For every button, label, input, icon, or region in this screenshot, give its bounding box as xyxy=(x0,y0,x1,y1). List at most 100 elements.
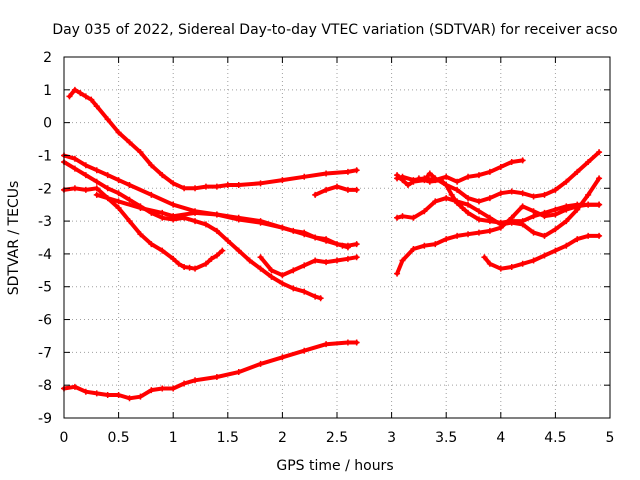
series-markers-sat-k xyxy=(394,175,603,239)
data-point xyxy=(541,232,548,239)
data-point xyxy=(82,162,89,169)
data-point xyxy=(115,177,122,184)
series-line-sat-f xyxy=(258,255,359,278)
y-tick-label: 0 xyxy=(43,116,52,132)
data-point xyxy=(301,347,308,354)
data-point xyxy=(126,395,133,402)
x-axis-label: GPS time / hours xyxy=(276,458,393,474)
data-point xyxy=(563,178,570,185)
data-point xyxy=(410,178,417,185)
data-point xyxy=(596,149,603,156)
data-point xyxy=(353,241,360,248)
data-point xyxy=(497,265,504,272)
data-point xyxy=(268,267,275,274)
data-point xyxy=(235,181,242,188)
data-point xyxy=(202,221,209,228)
data-point xyxy=(353,186,360,193)
data-point xyxy=(334,257,340,264)
data-point xyxy=(71,155,78,162)
data-point xyxy=(148,387,155,394)
data-point xyxy=(465,201,472,208)
data-point xyxy=(93,103,100,110)
data-point xyxy=(596,232,603,239)
series-markers-sat-m xyxy=(415,175,603,226)
data-point xyxy=(323,259,330,266)
data-point xyxy=(443,195,450,202)
data-point xyxy=(574,201,581,208)
data-point xyxy=(208,255,215,262)
data-point xyxy=(181,264,188,271)
data-point xyxy=(475,229,482,236)
data-point xyxy=(181,185,188,192)
data-point xyxy=(421,208,428,215)
data-point xyxy=(421,242,428,249)
data-point xyxy=(465,209,472,216)
data-point xyxy=(323,236,330,243)
series-markers-sat-d xyxy=(61,185,226,272)
y-tick-label: -5 xyxy=(38,280,52,296)
data-point xyxy=(312,257,319,264)
data-point xyxy=(219,247,226,254)
series-line-sat-g xyxy=(313,184,359,197)
series-line-sat-n xyxy=(482,233,602,271)
x-tick-label: 2 xyxy=(278,430,287,446)
data-point xyxy=(486,260,493,267)
data-point xyxy=(353,339,360,346)
data-point xyxy=(563,218,570,225)
data-point xyxy=(88,96,95,103)
data-point xyxy=(454,186,461,193)
series-markers-sat-a xyxy=(66,86,360,192)
data-point xyxy=(353,167,360,174)
data-point xyxy=(344,339,351,346)
data-point xyxy=(71,383,78,390)
data-point xyxy=(104,172,111,179)
data-point xyxy=(574,168,581,175)
x-tick-label: 2.5 xyxy=(326,430,348,446)
data-point xyxy=(475,172,482,179)
data-point xyxy=(437,177,444,184)
data-point xyxy=(497,219,504,226)
series-line-sat-h xyxy=(62,340,359,401)
data-point xyxy=(115,204,122,211)
data-point xyxy=(82,388,89,395)
data-point xyxy=(104,116,111,123)
data-point xyxy=(93,167,100,174)
data-point xyxy=(115,198,122,205)
data-point xyxy=(465,173,472,180)
data-point xyxy=(192,218,199,225)
data-point xyxy=(394,270,401,277)
data-point xyxy=(481,254,488,261)
data-point xyxy=(563,203,570,210)
x-tick-label: 0.5 xyxy=(107,430,129,446)
data-point xyxy=(181,380,188,387)
data-point xyxy=(410,214,417,221)
x-tick-label: 5 xyxy=(606,430,615,446)
data-point xyxy=(399,213,406,220)
data-point xyxy=(175,260,182,267)
data-point xyxy=(235,369,242,376)
data-point xyxy=(334,183,340,190)
series-layer xyxy=(61,86,603,402)
data-point xyxy=(170,213,177,220)
x-tick-label: 4.5 xyxy=(544,430,566,446)
data-point xyxy=(301,173,308,180)
data-point xyxy=(257,180,264,187)
data-point xyxy=(399,257,406,264)
data-point xyxy=(257,265,264,272)
data-point xyxy=(426,178,433,185)
series-line-sat-a xyxy=(67,87,359,191)
data-point xyxy=(170,201,177,208)
data-point xyxy=(519,157,526,164)
data-point xyxy=(104,185,111,192)
data-point xyxy=(115,190,122,197)
data-point xyxy=(126,196,133,203)
series-markers-sat-g xyxy=(312,183,360,198)
data-point xyxy=(432,198,439,205)
data-point xyxy=(344,168,351,175)
data-point xyxy=(432,241,439,248)
data-point xyxy=(443,173,450,180)
data-point xyxy=(508,159,515,166)
data-point xyxy=(159,247,166,254)
data-point xyxy=(159,209,166,216)
data-point xyxy=(148,241,155,248)
